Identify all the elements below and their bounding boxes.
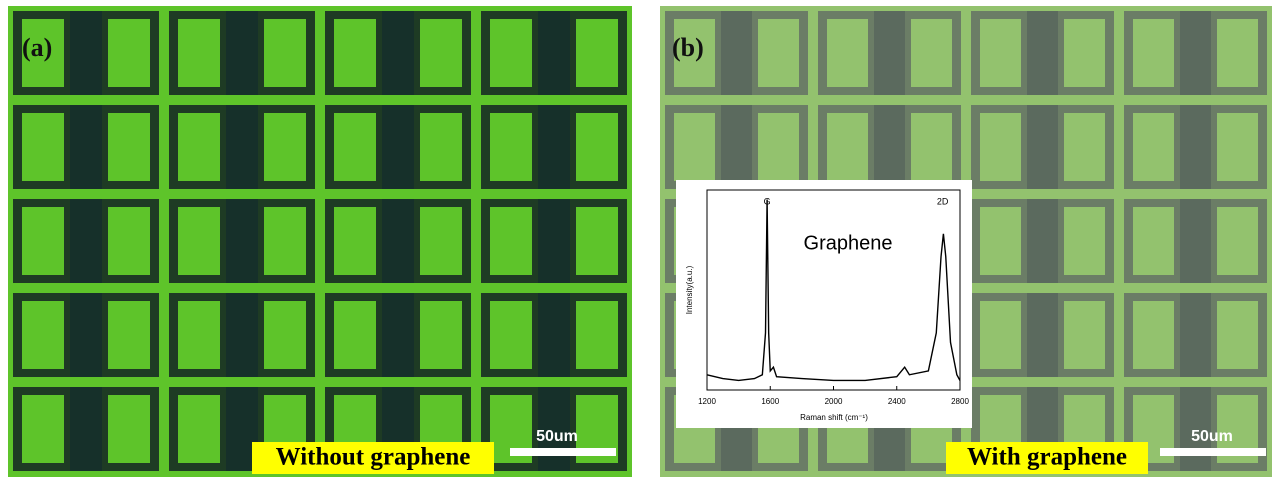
scale-bar [510, 448, 616, 456]
x-axis-label: Raman shift (cm⁻¹) [800, 413, 868, 422]
scale-bar-label: 50um [1191, 428, 1233, 445]
panel-label: (b) [672, 33, 704, 62]
inset [676, 180, 972, 428]
inset-title: Graphene [804, 232, 893, 254]
x-tick-label: 2800 [951, 397, 969, 406]
peak-label: 2D [937, 196, 949, 206]
scale-bar-label: 50um [536, 428, 578, 445]
panel-label: (a) [22, 33, 52, 62]
scale-bar [1160, 448, 1266, 456]
micrograph-a [8, 6, 632, 477]
x-tick-label: 2000 [825, 397, 843, 406]
figure: (a) (b) Without graphene With graphene 5… [0, 0, 1272, 477]
y-axis-label: Intensity(a.u.) [685, 265, 694, 314]
caption: With graphene [967, 444, 1127, 471]
caption: Without graphene [276, 444, 471, 471]
x-tick-label: 1600 [761, 397, 779, 406]
x-tick-label: 2400 [888, 397, 906, 406]
x-tick-label: 1200 [698, 397, 716, 406]
peak-label: G [764, 196, 771, 206]
